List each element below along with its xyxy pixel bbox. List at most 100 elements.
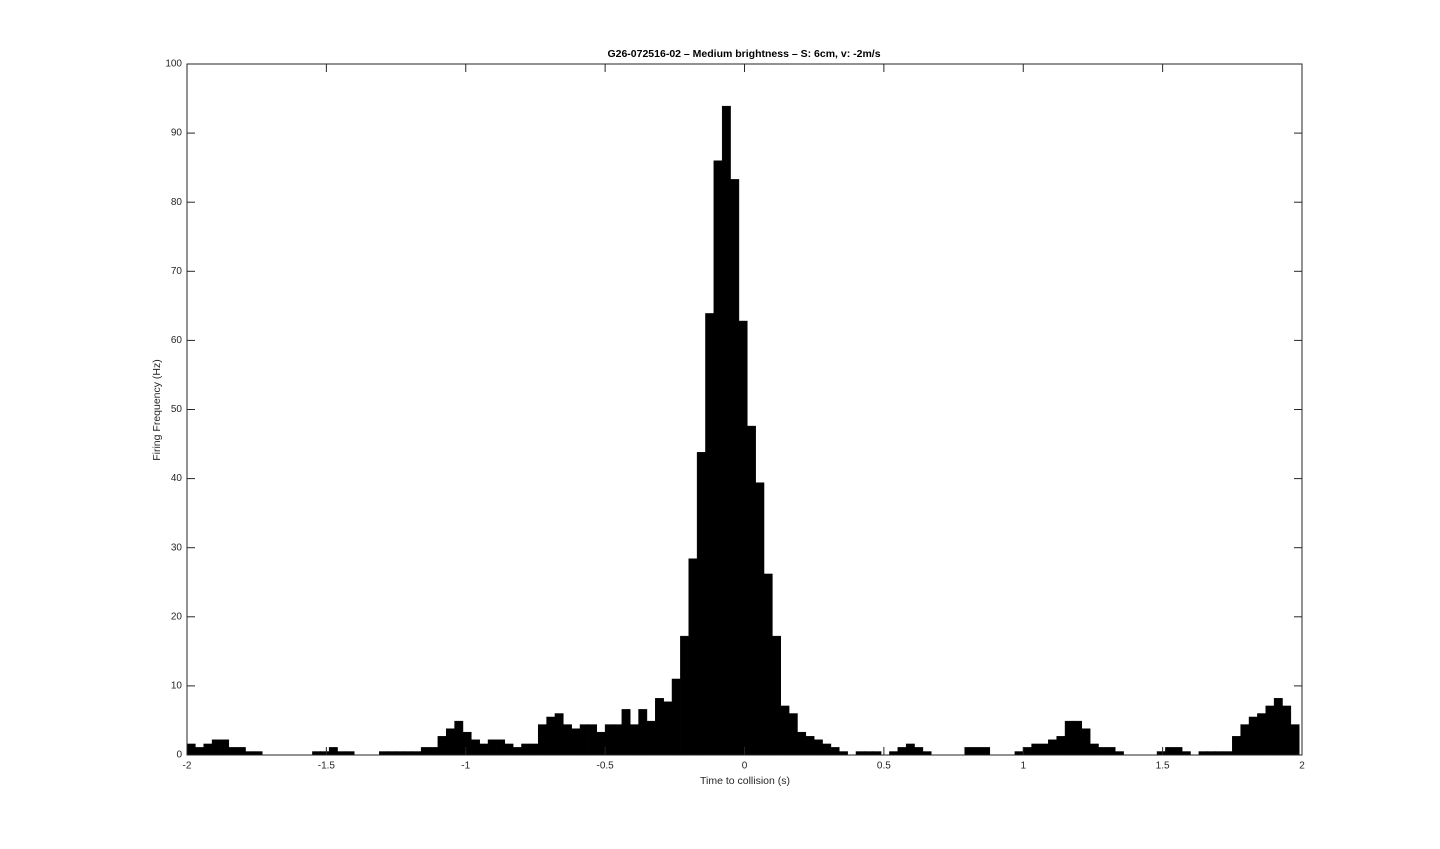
bar <box>655 698 664 756</box>
x-tick-label: 2 <box>1299 761 1305 772</box>
bar <box>521 743 531 756</box>
bar <box>1240 724 1250 756</box>
y-tick-label: 30 <box>171 542 183 553</box>
bar <box>1265 705 1275 756</box>
bar <box>1023 747 1032 756</box>
bar <box>680 635 690 756</box>
y-tick-label: 100 <box>165 59 182 70</box>
bar <box>1206 751 1216 756</box>
bar <box>1073 720 1083 756</box>
x-tick-label: -1.5 <box>318 761 336 772</box>
bar <box>1248 716 1258 756</box>
bar <box>1031 743 1041 756</box>
bar <box>822 743 832 756</box>
bar <box>345 751 355 756</box>
bar <box>1039 743 1049 756</box>
bar <box>981 747 991 756</box>
bar <box>705 313 715 756</box>
bar <box>780 705 790 756</box>
bar <box>454 720 464 756</box>
bar <box>772 635 781 756</box>
bar <box>1056 736 1066 756</box>
bar <box>1282 705 1292 756</box>
bar <box>1198 751 1208 756</box>
bar <box>588 724 598 756</box>
bar <box>195 747 204 756</box>
bar <box>1290 724 1300 756</box>
bar <box>1048 739 1057 756</box>
bar <box>379 751 388 756</box>
x-tick-label: 1 <box>1020 761 1026 772</box>
bar <box>613 724 623 756</box>
bar <box>537 724 547 756</box>
bar <box>797 731 807 756</box>
bar <box>504 743 514 756</box>
bar <box>721 105 731 756</box>
bar <box>420 747 430 756</box>
bar <box>872 751 882 756</box>
bar <box>972 747 982 756</box>
bar <box>1257 713 1267 756</box>
bar <box>1173 747 1183 756</box>
bar <box>186 743 196 756</box>
bar <box>437 736 447 756</box>
bar <box>897 747 907 756</box>
bar <box>412 751 422 756</box>
bar <box>922 751 932 756</box>
bar <box>629 724 639 756</box>
bar <box>696 452 706 756</box>
y-tick-label: 20 <box>171 611 183 622</box>
bar <box>905 743 915 756</box>
bar <box>328 747 338 756</box>
x-axis-label: Time to collision (s) <box>700 775 790 787</box>
bar <box>730 179 740 756</box>
y-tick-label: 40 <box>171 473 183 484</box>
bar <box>220 739 230 756</box>
bar <box>747 425 756 756</box>
bar <box>914 747 924 756</box>
bar <box>889 751 899 756</box>
bar <box>1273 698 1283 756</box>
bar <box>1064 720 1074 756</box>
bar <box>312 751 322 756</box>
bar <box>604 724 614 756</box>
bar <box>203 743 213 756</box>
bar <box>805 736 815 756</box>
bar <box>663 701 673 756</box>
bar <box>404 751 414 756</box>
y-axis-label: Firing Frequency (Hz) <box>151 359 163 461</box>
x-tick-label: -2 <box>183 761 192 772</box>
bar <box>320 751 330 756</box>
y-tick-label: 60 <box>171 335 183 346</box>
bar <box>596 731 606 756</box>
bar <box>713 160 723 756</box>
bar <box>554 713 564 756</box>
bar <box>755 482 765 756</box>
bar <box>964 747 974 756</box>
bar <box>830 747 840 756</box>
bar <box>1181 751 1191 756</box>
bar <box>1106 747 1116 756</box>
bar <box>211 739 221 756</box>
bar <box>529 743 539 756</box>
bar <box>1215 751 1225 756</box>
bar <box>337 751 347 756</box>
x-tick-label: 1.5 <box>1156 761 1170 772</box>
bar <box>429 747 439 756</box>
bar <box>1156 751 1166 756</box>
x-tick-label: 0.5 <box>877 761 891 772</box>
bar <box>839 751 848 756</box>
x-tick-label: -0.5 <box>597 761 615 772</box>
x-tick-label: -1 <box>461 761 470 772</box>
bar <box>763 573 773 756</box>
bar <box>387 751 397 756</box>
bar <box>638 709 648 756</box>
y-tick-label: 70 <box>171 266 183 277</box>
bar <box>571 728 581 756</box>
bar <box>579 724 589 756</box>
bar <box>445 728 455 756</box>
bar <box>479 743 489 756</box>
bar <box>738 320 748 756</box>
bar <box>1081 728 1091 756</box>
